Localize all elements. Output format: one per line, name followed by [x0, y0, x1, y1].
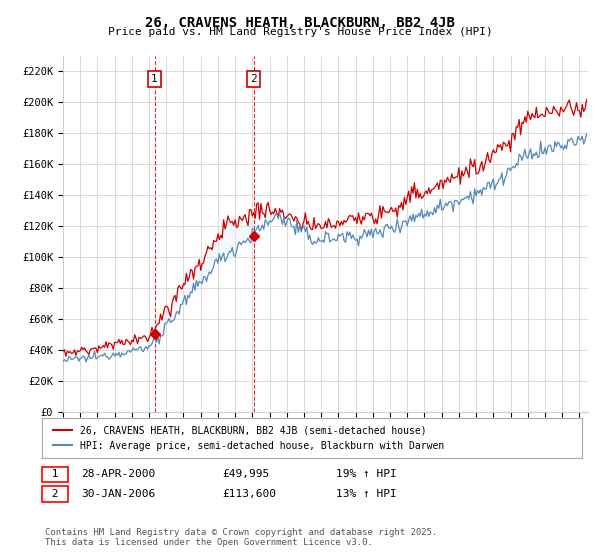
Text: £49,995: £49,995 [222, 469, 269, 479]
Text: 1: 1 [45, 469, 65, 479]
Text: 13% ↑ HPI: 13% ↑ HPI [336, 489, 397, 499]
Legend: 26, CRAVENS HEATH, BLACKBURN, BB2 4JB (semi-detached house), HPI: Average price,: 26, CRAVENS HEATH, BLACKBURN, BB2 4JB (s… [47, 419, 450, 456]
Text: 2: 2 [45, 489, 65, 499]
Text: Price paid vs. HM Land Registry's House Price Index (HPI): Price paid vs. HM Land Registry's House … [107, 27, 493, 38]
Text: 1: 1 [151, 74, 158, 84]
Text: £113,600: £113,600 [222, 489, 276, 499]
Text: 26, CRAVENS HEATH, BLACKBURN, BB2 4JB: 26, CRAVENS HEATH, BLACKBURN, BB2 4JB [145, 16, 455, 30]
Text: Contains HM Land Registry data © Crown copyright and database right 2025.
This d: Contains HM Land Registry data © Crown c… [45, 528, 437, 547]
Text: 2: 2 [250, 74, 257, 84]
Text: 30-JAN-2006: 30-JAN-2006 [81, 489, 155, 499]
Text: 28-APR-2000: 28-APR-2000 [81, 469, 155, 479]
Text: 19% ↑ HPI: 19% ↑ HPI [336, 469, 397, 479]
